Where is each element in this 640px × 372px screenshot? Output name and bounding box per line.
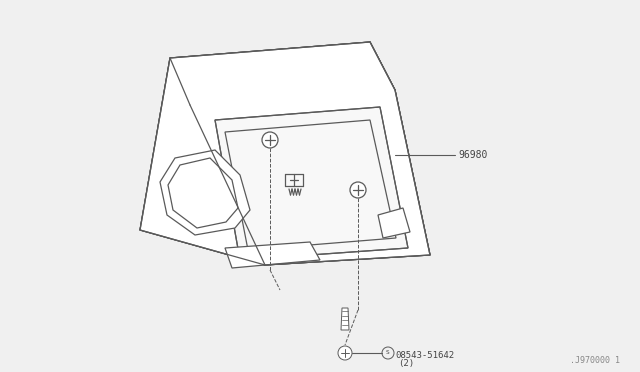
Polygon shape [170,42,395,105]
Text: 96980: 96980 [458,150,488,160]
Polygon shape [170,42,395,105]
Polygon shape [370,42,430,255]
Circle shape [262,132,278,148]
Polygon shape [168,158,238,228]
Polygon shape [140,58,265,265]
Text: .J970000 1: .J970000 1 [570,356,620,365]
Polygon shape [190,90,430,265]
Polygon shape [160,150,250,235]
Polygon shape [215,107,408,260]
Text: S: S [386,350,390,356]
Polygon shape [140,58,265,265]
Text: (2): (2) [398,359,414,368]
Circle shape [338,346,352,360]
Polygon shape [140,42,430,265]
Polygon shape [341,308,349,330]
Polygon shape [225,242,320,268]
Polygon shape [190,90,430,265]
Text: 08543-51642: 08543-51642 [395,351,454,360]
Polygon shape [378,208,410,238]
Circle shape [350,182,366,198]
